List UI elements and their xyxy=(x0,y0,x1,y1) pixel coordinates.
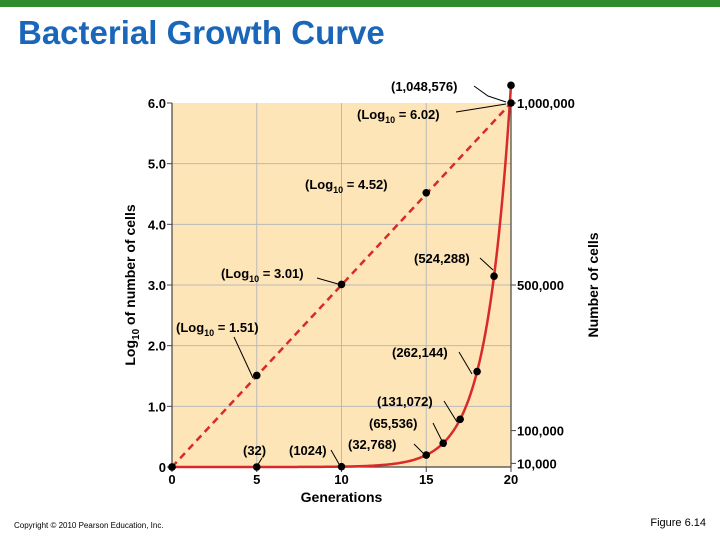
cell-count-data-point xyxy=(507,81,515,90)
cell-count-data-point xyxy=(422,451,431,459)
right-tick-label: 500,000 xyxy=(517,278,564,293)
cell-count-data-point xyxy=(490,272,498,280)
leader-line xyxy=(413,443,427,457)
annotation-log-3-01: (Log10 = 3.01) xyxy=(221,266,304,284)
x-axis-title: Generations xyxy=(301,489,383,505)
y-tick-label: 0 xyxy=(159,460,166,475)
annotation-1048576: (1,048,576) xyxy=(391,79,458,94)
right-tick-label: 1,000,000 xyxy=(517,96,575,111)
leader-line xyxy=(443,400,458,423)
x-tick-label: 5 xyxy=(253,472,260,487)
log-data-point xyxy=(337,280,346,289)
leader-line xyxy=(432,422,446,448)
annotation-65536: (65,536) xyxy=(369,416,417,431)
annotation-log-1-51: (Log10 = 1.51) xyxy=(176,320,259,338)
cell-count-data-point xyxy=(337,462,346,471)
copyright-notice: Copyright © 2010 Pearson Education, Inc. xyxy=(14,521,164,530)
figure-label: Figure 6.14 xyxy=(650,517,706,529)
cell-count-data-point xyxy=(168,463,176,471)
log-data-point xyxy=(507,99,515,107)
right-tick-label: 100,000 xyxy=(517,424,564,439)
leader-line xyxy=(233,336,254,379)
right-axis-title: Number of cells xyxy=(585,232,601,337)
y-tick-label: 2.0 xyxy=(148,339,166,354)
log-data-point xyxy=(422,188,431,197)
x-tick-label: 20 xyxy=(504,472,518,487)
cell-count-data-point xyxy=(473,367,481,376)
right-tick-label: 10,000 xyxy=(517,456,557,471)
leader-line xyxy=(473,85,507,103)
slide-title: Bacterial Growth Curve xyxy=(18,14,385,51)
x-tick-label: 15 xyxy=(419,472,433,487)
x-tick-label: 0 xyxy=(168,472,175,487)
log-data-point xyxy=(252,371,261,380)
cell-count-data-point xyxy=(252,463,261,471)
y-tick-label: 6.0 xyxy=(148,96,166,111)
leader-line xyxy=(455,103,507,113)
leader-line xyxy=(256,457,263,467)
log-series-line xyxy=(171,102,512,468)
annotation-131072: (131,072) xyxy=(377,394,433,409)
leader-line xyxy=(316,277,339,285)
leader-line xyxy=(458,351,473,375)
y-tick-label: 5.0 xyxy=(148,157,166,172)
annotation-log-4-52: (Log10 = 4.52) xyxy=(305,177,388,195)
y-tick-label: 1.0 xyxy=(148,399,166,414)
top-accent-bar xyxy=(0,0,720,7)
y-tick-label: 3.0 xyxy=(148,278,166,293)
y-axis-title: Log10 of number of cells xyxy=(122,204,142,365)
x-tick-label: 10 xyxy=(334,472,348,487)
annotation-262144: (262,144) xyxy=(392,345,448,360)
y-tick-label: 4.0 xyxy=(148,217,166,232)
cell-count-data-point xyxy=(456,415,464,424)
leader-line xyxy=(479,257,494,271)
annotation-32768: (32,768) xyxy=(348,437,396,452)
annotation-524288: (524,288) xyxy=(414,251,470,266)
leader-line xyxy=(330,449,340,465)
annotation-log-6-02: (Log10 = 6.02) xyxy=(357,107,440,125)
annotation-32: (32) xyxy=(243,443,266,458)
annotation-1024: (1024) xyxy=(289,443,327,458)
